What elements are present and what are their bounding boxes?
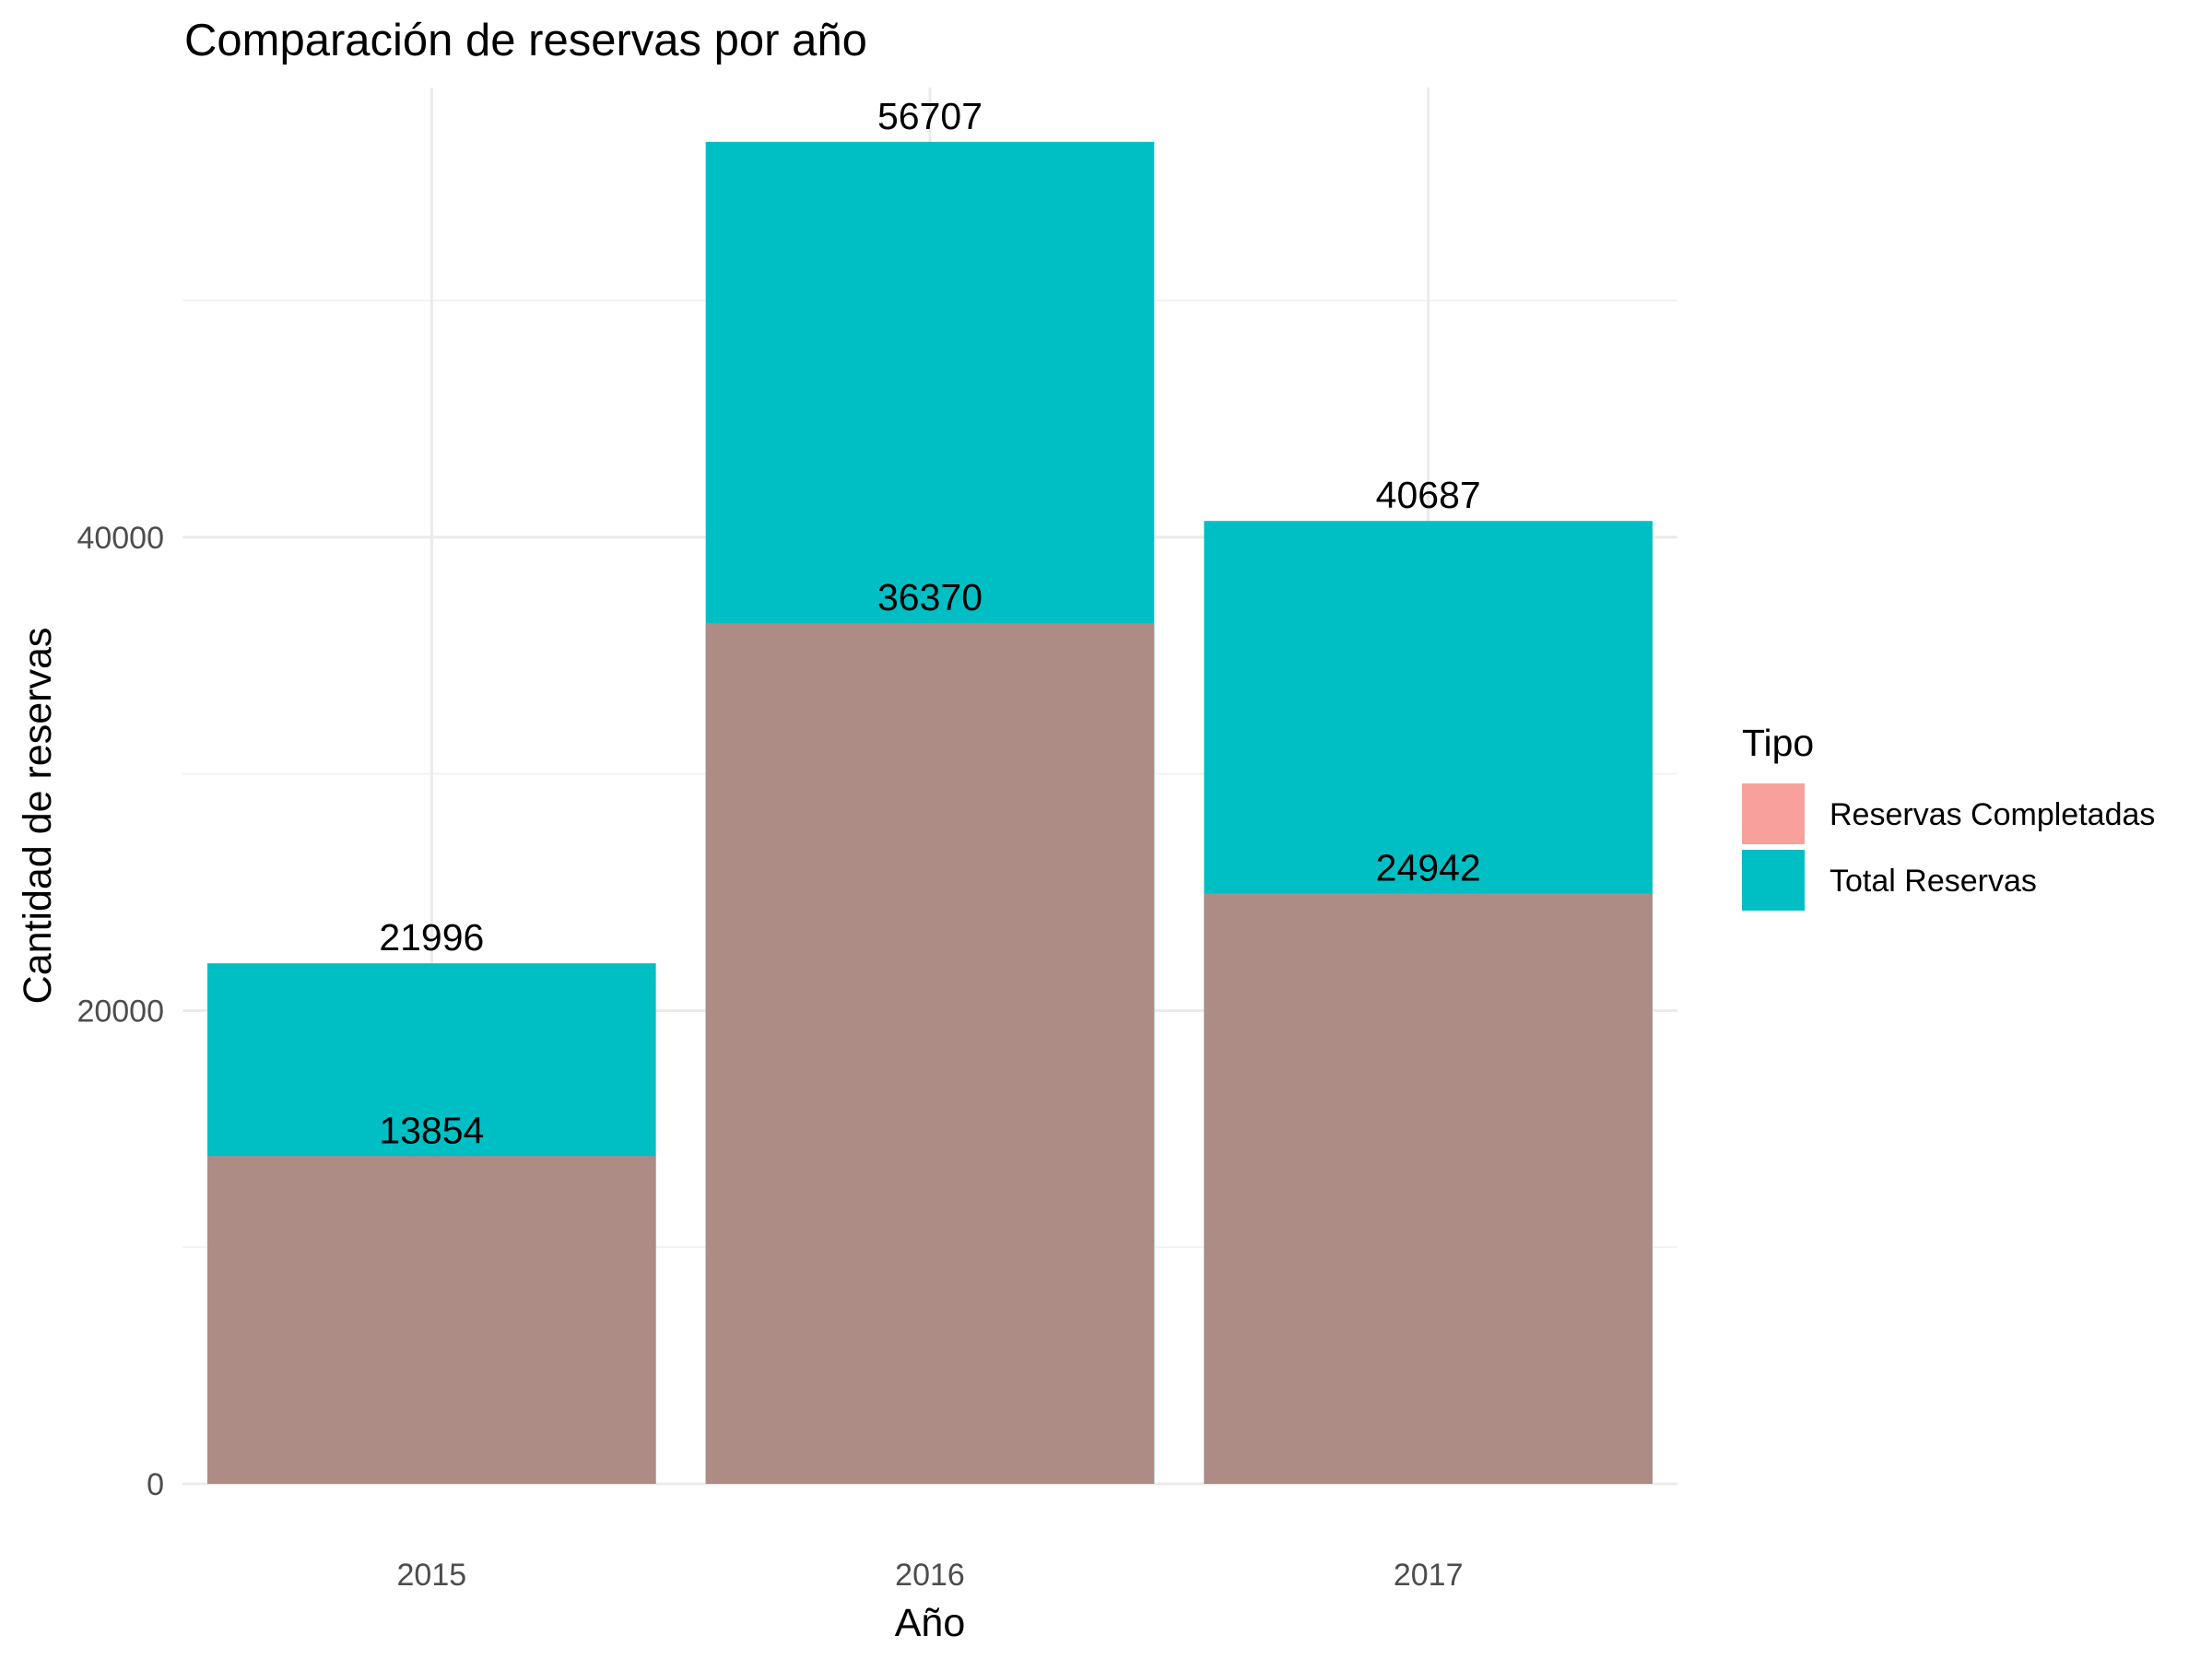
data-label-completed: 36370 [877, 576, 982, 618]
data-labels-layer: 21996 56707 40687 13854 36370 24942 [379, 95, 1480, 1151]
bar-completed [705, 623, 1155, 1484]
data-label-completed: 13854 [379, 1109, 484, 1151]
bar-completed [1204, 893, 1653, 1484]
x-axis-title: Año [895, 1601, 966, 1645]
x-tick-label: 2015 [397, 1558, 467, 1593]
y-tick-label: 20000 [76, 994, 164, 1029]
data-label-completed: 24942 [1376, 847, 1481, 889]
axis-ticks-layer: 0 20000 40000 2015 2016 2017 [76, 521, 1463, 1593]
y-axis-title: Cantidad de reservas [16, 628, 60, 1005]
data-label-total: 21996 [379, 916, 484, 959]
chart-title: Comparación de reservas por año [184, 16, 867, 65]
y-tick-label: 0 [147, 1467, 164, 1502]
bar-completed [207, 1156, 656, 1484]
legend-label: Total Reservas [1830, 864, 2037, 899]
legend-key [1742, 783, 1805, 844]
data-label-total: 56707 [877, 95, 982, 137]
bars-layer [207, 141, 1653, 1484]
legend: Tipo Reservas Completadas Total Reservas [1742, 722, 2155, 911]
x-tick-label: 2016 [895, 1558, 965, 1593]
legend-label: Reservas Completadas [1830, 797, 2155, 832]
legend-title: Tipo [1742, 722, 1814, 764]
y-tick-label: 40000 [76, 521, 164, 556]
data-label-total: 40687 [1376, 474, 1481, 516]
legend-entries: Reservas Completadas Total Reservas [1742, 783, 2155, 911]
x-tick-label: 2017 [1394, 1558, 1464, 1593]
legend-key [1742, 850, 1805, 911]
